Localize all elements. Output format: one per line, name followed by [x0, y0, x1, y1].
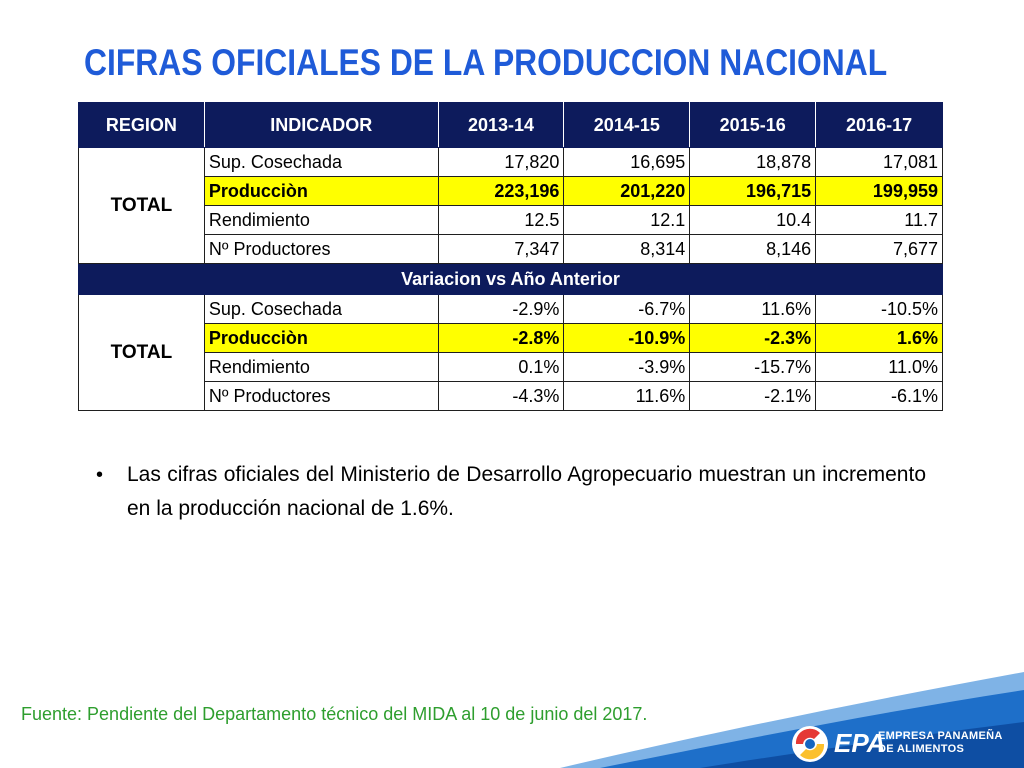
value-cell: -2.1%	[689, 381, 817, 411]
logo-name-line: EMPRESA PANAMEÑA	[878, 730, 1003, 742]
value-cell: 199,959	[815, 176, 943, 206]
value-cell: -2.9%	[437, 294, 565, 324]
indicator-cell: Sup. Cosechada	[203, 147, 439, 177]
value-cell: 11.6%	[689, 294, 817, 324]
value-cell: 8,314	[563, 234, 691, 264]
value-cell: -10.9%	[563, 323, 691, 353]
value-cell: -15.7%	[689, 352, 817, 382]
value-cell: -6.7%	[563, 294, 691, 324]
value-cell: 196,715	[689, 176, 817, 206]
value-cell: 17,081	[815, 147, 943, 177]
table-header-row: REGION INDICADOR 2013-14 2014-15 2015-16…	[78, 102, 943, 148]
section-header-row: Variacion vs Año Anterior	[78, 263, 943, 295]
value-cell: 12.1	[563, 205, 691, 235]
value-cell: 11.0%	[815, 352, 943, 382]
value-cell: -3.9%	[563, 352, 691, 382]
value-cell: 11.6%	[563, 381, 691, 411]
value-cell: 12.5	[437, 205, 565, 235]
value-cell: 1.6%	[815, 323, 943, 353]
value-cell: 17,820	[437, 147, 565, 177]
value-cell: -4.3%	[437, 381, 565, 411]
value-cell: 10.4	[689, 205, 817, 235]
value-cell: 7,677	[815, 234, 943, 264]
bullet-point: • Las cifras oficiales del Ministerio de…	[96, 458, 926, 526]
indicator-cell: Sup. Cosechada	[203, 294, 439, 324]
table-row: Rendimiento 0.1% -3.9% -15.7% 11.0%	[79, 352, 943, 382]
header-year: 2013-14	[437, 102, 565, 148]
value-cell: -10.5%	[815, 294, 943, 324]
value-cell: 8,146	[689, 234, 817, 264]
table-row: Nº Productores 7,347 8,314 8,146 7,677	[79, 234, 943, 264]
logo-company-name: EMPRESA PANAMEÑA DE ALIMENTOS	[878, 730, 1003, 756]
value-cell: 0.1%	[437, 352, 565, 382]
header-year: 2015-16	[689, 102, 817, 148]
value-cell: -6.1%	[815, 381, 943, 411]
table-row: TOTAL Sup. Cosechada 17,820 16,695 18,87…	[78, 147, 943, 264]
header-indicator: INDICADOR	[203, 102, 439, 148]
region-cell: TOTAL	[78, 294, 205, 411]
header-year: 2014-15	[563, 102, 691, 148]
table-row-highlighted: Producciòn -2.8% -10.9% -2.3% 1.6%	[79, 323, 943, 353]
production-table: REGION INDICADOR 2013-14 2014-15 2015-16…	[78, 102, 943, 411]
epa-logo-icon	[792, 726, 828, 762]
logo-name-line: DE ALIMENTOS	[878, 743, 965, 755]
value-cell: 7,347	[437, 234, 565, 264]
value-cell: 18,878	[689, 147, 817, 177]
indicator-cell: Nº Productores	[203, 381, 439, 411]
indicator-cell: Rendimiento	[203, 205, 439, 235]
value-cell: 16,695	[563, 147, 691, 177]
header-region: REGION	[78, 102, 205, 148]
value-cell: 223,196	[437, 176, 565, 206]
value-cell: -2.3%	[689, 323, 817, 353]
value-cell: 201,220	[563, 176, 691, 206]
table-row: Nº Productores -4.3% 11.6% -2.1% -6.1%	[79, 381, 943, 411]
bullet-icon: •	[96, 464, 104, 486]
section-label: Variacion vs Año Anterior	[78, 263, 943, 295]
logo-abbreviation: EPA	[834, 728, 886, 758]
value-cell: -2.8%	[437, 323, 565, 353]
header-year: 2016-17	[815, 102, 943, 148]
table-row: Rendimiento 12.5 12.1 10.4 11.7	[79, 205, 943, 235]
region-cell: TOTAL	[78, 147, 205, 264]
company-logo: EPA EMPRESA PANAMEÑA DE ALIMENTOS	[790, 722, 1010, 766]
page-title: CIFRAS OFICIALES DE LA PRODUCCION NACION…	[84, 42, 888, 83]
indicator-cell: Rendimiento	[203, 352, 439, 382]
bullet-text: Las cifras oficiales del Ministerio de D…	[127, 463, 926, 520]
indicator-cell: Producciòn	[203, 323, 439, 353]
indicator-cell: Nº Productores	[203, 234, 439, 264]
table-row: TOTAL Sup. Cosechada -2.9% -6.7% 11.6% -…	[78, 294, 943, 411]
indicator-cell: Producciòn	[203, 176, 439, 206]
value-cell: 11.7	[815, 205, 943, 235]
source-note: Fuente: Pendiente del Departamento técni…	[21, 704, 648, 724]
table-row-highlighted: Producciòn 223,196 201,220 196,715 199,9…	[79, 176, 943, 206]
